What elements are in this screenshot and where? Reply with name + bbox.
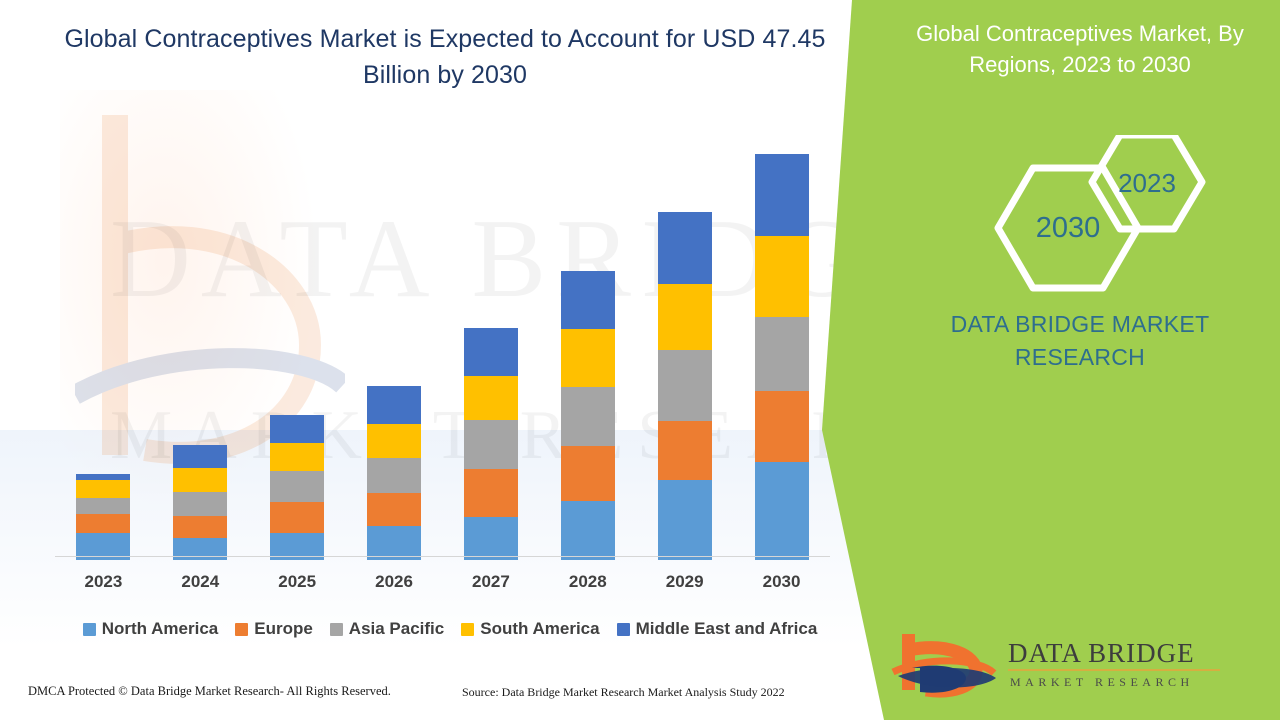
bar-segment (754, 235, 809, 318)
bar-segment (657, 283, 712, 351)
legend-swatch-icon (461, 622, 475, 636)
bar-segment (173, 467, 228, 492)
legend-swatch-icon (82, 622, 96, 636)
legend-label: Middle East and Africa (635, 619, 818, 638)
bar-segment (560, 500, 615, 560)
legend-label: Asia Pacific (348, 619, 445, 638)
page-title: Global Contraceptives Market is Expected… (64, 25, 826, 89)
data-bridge-logo-icon: DATA BRIDGE MARKET RESEARCH (891, 634, 1220, 698)
bar-segment (463, 419, 518, 470)
bar-segment (463, 469, 518, 518)
bar-segment (76, 479, 131, 499)
bar-segment (367, 458, 422, 494)
bar-segment (560, 270, 615, 330)
x-axis-labels: 2023 2024 2025 2026 2027 2028 2029 2030 (55, 572, 830, 600)
chart-legend: North America Europe Asia Pacific South Ame… (55, 616, 845, 642)
bar-column-2025 (270, 415, 325, 560)
bar-segment (463, 517, 518, 560)
legend-item[interactable]: Europe (235, 619, 313, 639)
bar-segment (173, 515, 228, 538)
bar-segment (657, 211, 712, 284)
x-axis-line (55, 556, 830, 557)
bar-segment (367, 525, 422, 560)
bar-segment (657, 480, 712, 560)
data-bridge-logo: DATA BRIDGE MARKET RESEARCH (890, 628, 1270, 700)
legend-label: North America (101, 619, 219, 638)
x-axis-label-2028: 2028 (568, 572, 607, 591)
bar-segment (754, 317, 809, 391)
hexagon-group-icon: 2030 2023 (994, 131, 1206, 292)
hexagon-2023-label: 2023 (1118, 168, 1176, 198)
bar-segment (463, 376, 518, 420)
legend-item[interactable]: South America (461, 619, 600, 639)
footer-source: Source: Data Bridge Market Research Mark… (462, 685, 785, 699)
bar-column-2030 (754, 153, 809, 560)
x-axis-label-2026: 2026 (375, 572, 413, 591)
bar-segment (270, 442, 325, 472)
bar-column-2027 (463, 328, 518, 560)
brand-name: DATA BRIDGE MARKET RESEARCH (950, 311, 1210, 370)
hexagon-2023-shape (1088, 131, 1206, 233)
bar-segment (754, 390, 809, 463)
bar-segment (560, 446, 615, 501)
bar-segment (754, 462, 809, 560)
green-panel-content: Global Contraceptives Market, By Regions… (880, 0, 1280, 720)
bar-column-2029 (657, 211, 712, 560)
legend-item[interactable]: Middle East and Africa (616, 619, 818, 639)
bar-column-2026 (367, 386, 422, 560)
bar-segment (76, 533, 131, 560)
legend-swatch-icon (235, 622, 249, 636)
bar-segment (560, 329, 615, 388)
x-axis-label-2025: 2025 (278, 572, 317, 591)
legend-swatch-icon (329, 622, 343, 636)
legend-item[interactable]: North America (82, 619, 219, 639)
bar-column-2024 (173, 445, 228, 560)
logo-wordmark: DATA BRIDGE (1008, 638, 1195, 668)
bar-segment (270, 532, 325, 560)
bar-segment (367, 386, 422, 424)
background-tint-blue (0, 430, 880, 720)
bar-segment (560, 387, 615, 447)
legend-label: Europe (254, 619, 313, 638)
bar-segment (270, 471, 325, 502)
bar-segment (270, 415, 325, 443)
legend-item[interactable]: Asia Pacific (329, 619, 445, 639)
logo-tagline: MARKET RESEARCH (1010, 675, 1194, 689)
bar-segment (270, 501, 325, 533)
panel-title: Global Contraceptives Market, By Regions… (916, 21, 1244, 78)
bar-segment (657, 420, 712, 481)
bar-segment (367, 493, 422, 526)
x-axis-label-2023: 2023 (84, 572, 123, 591)
hexagon-2030-label: 2030 (1036, 212, 1101, 244)
bar-segment (76, 474, 131, 480)
bar-segment (173, 445, 228, 468)
bar-segment (657, 350, 712, 421)
bar-column-2028 (560, 270, 615, 560)
bar-segment (173, 537, 228, 560)
footer-copyright: DMCA Protected © Data Bridge Market Rese… (28, 684, 391, 698)
hexagon-badges: 2030 2023 (880, 131, 1280, 300)
legend-swatch-icon (616, 622, 630, 636)
x-axis-label-2027: 2027 (472, 572, 510, 591)
bar-segment (754, 153, 809, 236)
x-axis-label-2030: 2030 (762, 572, 801, 591)
legend-label: South America (480, 619, 600, 638)
bar-segment (173, 491, 228, 516)
bar-segment (367, 423, 422, 459)
bar-column-2023 (76, 474, 131, 560)
stacked-bar-chart (55, 150, 830, 560)
x-axis-label-2029: 2029 (665, 572, 704, 591)
x-axis-label-2024: 2024 (181, 572, 220, 591)
bar-segment (463, 328, 518, 377)
bar-segment (76, 498, 131, 514)
bar-segment (76, 513, 131, 534)
